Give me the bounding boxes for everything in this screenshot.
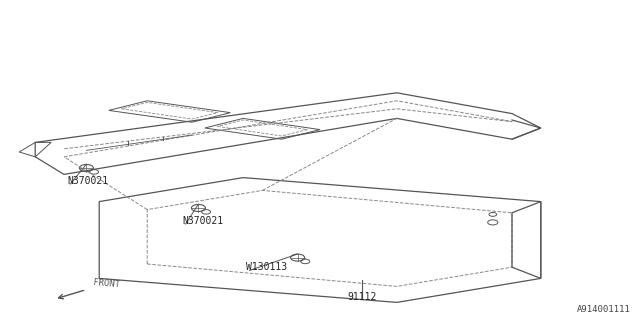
Text: N370021: N370021	[67, 176, 108, 186]
Text: N370021: N370021	[182, 216, 223, 226]
Text: W130113: W130113	[246, 262, 287, 272]
Text: A914001111: A914001111	[577, 305, 630, 314]
Text: 91112: 91112	[347, 292, 376, 302]
Text: FRONT: FRONT	[93, 278, 120, 290]
